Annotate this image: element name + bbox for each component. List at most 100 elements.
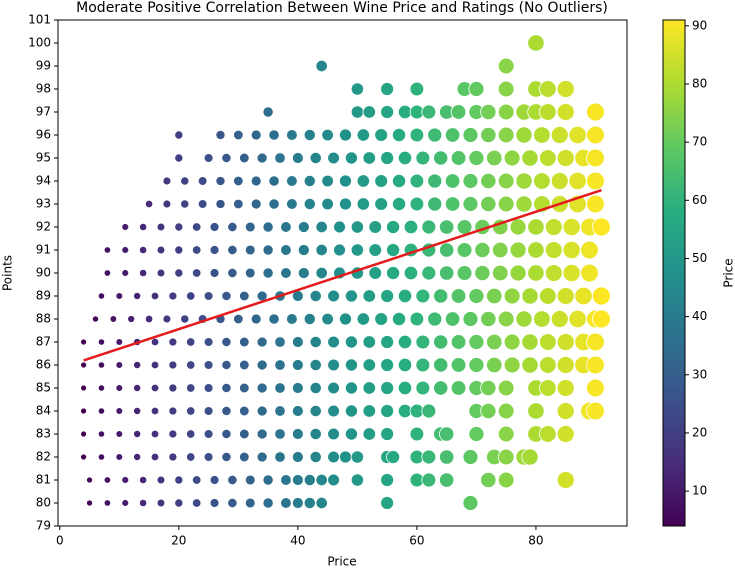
scatter-point — [291, 428, 304, 440]
scatter-point — [280, 267, 292, 279]
scatter-point — [486, 333, 503, 351]
scatter-point — [491, 241, 509, 259]
scatter-point — [568, 125, 587, 145]
scatter-point — [227, 267, 238, 279]
scatter-point — [497, 103, 515, 121]
scatter-point — [421, 403, 437, 419]
trend-line — [83, 189, 602, 362]
scatter-point — [91, 315, 100, 323]
scatter-point — [262, 221, 274, 233]
scatter-point — [97, 292, 106, 300]
scatter-point — [344, 335, 358, 349]
scatter-point — [539, 356, 557, 374]
scatter-point — [150, 337, 160, 347]
scatter-point — [368, 243, 383, 257]
scatter-point — [362, 358, 376, 372]
scatter-point — [556, 287, 575, 305]
y-tick-label: 85 — [36, 381, 51, 395]
scatter-point — [221, 290, 232, 302]
colorbar-tick-label: 80 — [692, 76, 707, 90]
scatter-point — [303, 312, 316, 326]
scatter-point — [539, 80, 557, 98]
scatter-point — [527, 34, 545, 52]
scatter-point — [115, 292, 124, 300]
scatter-point — [203, 452, 214, 462]
scatter-point — [156, 268, 166, 278]
scatter-point — [592, 309, 611, 329]
scatter-point — [186, 383, 196, 393]
scatter-point — [515, 126, 533, 144]
scatter-point — [386, 243, 401, 257]
scatter-point — [456, 242, 473, 258]
scatter-point — [115, 361, 124, 369]
scatter-point — [350, 82, 364, 96]
scatter-point — [274, 359, 286, 371]
scatter-point — [80, 384, 87, 392]
scatter-point — [539, 425, 557, 443]
scatter-point — [539, 287, 557, 305]
colorbar-tick-label: 90 — [692, 18, 707, 32]
x-tick-label: 80 — [528, 534, 543, 548]
x-tick-label: 40 — [290, 534, 305, 548]
scatter-point — [139, 498, 148, 508]
scatter-point — [256, 152, 268, 164]
scatter-point — [380, 496, 395, 510]
scatter-point — [433, 334, 449, 350]
x-tick-label: 0 — [56, 534, 64, 548]
y-tick-label: 81 — [36, 473, 51, 487]
scatter-point — [168, 429, 178, 439]
scatter-point — [156, 222, 166, 232]
scatter-point — [262, 244, 274, 256]
scatter-point — [109, 315, 118, 323]
scatter-point — [80, 430, 87, 438]
scatter-point — [309, 151, 322, 165]
scatter-point — [150, 406, 160, 416]
scatter-point — [133, 291, 142, 301]
scatter-point — [439, 472, 455, 488]
scatter-point — [309, 358, 322, 372]
scatter-point — [362, 289, 376, 303]
scatter-point — [333, 243, 346, 257]
scatter-point — [239, 152, 250, 164]
scatter-point — [327, 427, 340, 441]
scatter-point — [503, 356, 521, 374]
scatter-point — [168, 383, 178, 393]
scatter-point — [427, 311, 443, 327]
scatter-point — [480, 402, 497, 420]
scatter-point — [274, 152, 286, 164]
scatter-point — [556, 402, 575, 420]
scatter-point — [468, 288, 485, 304]
scatter-point — [86, 476, 94, 484]
scatter-point — [268, 198, 280, 210]
scatter-point — [174, 153, 184, 163]
scatter-point — [186, 429, 196, 439]
scatter-point — [268, 129, 280, 141]
scatter-point — [280, 474, 292, 486]
scatter-point — [386, 266, 401, 280]
scatter-point — [339, 197, 352, 211]
y-tick-label: 84 — [36, 404, 51, 418]
scatter-point — [374, 128, 389, 142]
scatter-point — [397, 150, 413, 166]
scatter-point — [350, 473, 364, 487]
scatter-point — [409, 127, 425, 143]
scatter-point — [227, 244, 238, 256]
scatter-point — [156, 498, 166, 508]
scatter-point — [497, 57, 515, 75]
scatter-point — [80, 453, 87, 461]
scatter-point — [291, 152, 304, 164]
scatter-point — [403, 219, 419, 235]
scatter-point — [168, 291, 178, 301]
scatter-point — [244, 267, 256, 279]
scatter-point — [415, 357, 431, 373]
scatter-point — [315, 266, 328, 280]
scatter-point — [191, 222, 202, 232]
scatter-point — [268, 175, 280, 187]
scatter-point — [274, 382, 286, 394]
scatter-point — [556, 356, 575, 374]
scatter-point — [144, 314, 154, 324]
scatter-point — [133, 429, 142, 439]
scatter-point — [344, 404, 358, 418]
scatter-point — [433, 288, 449, 304]
scatter-point — [150, 291, 160, 301]
